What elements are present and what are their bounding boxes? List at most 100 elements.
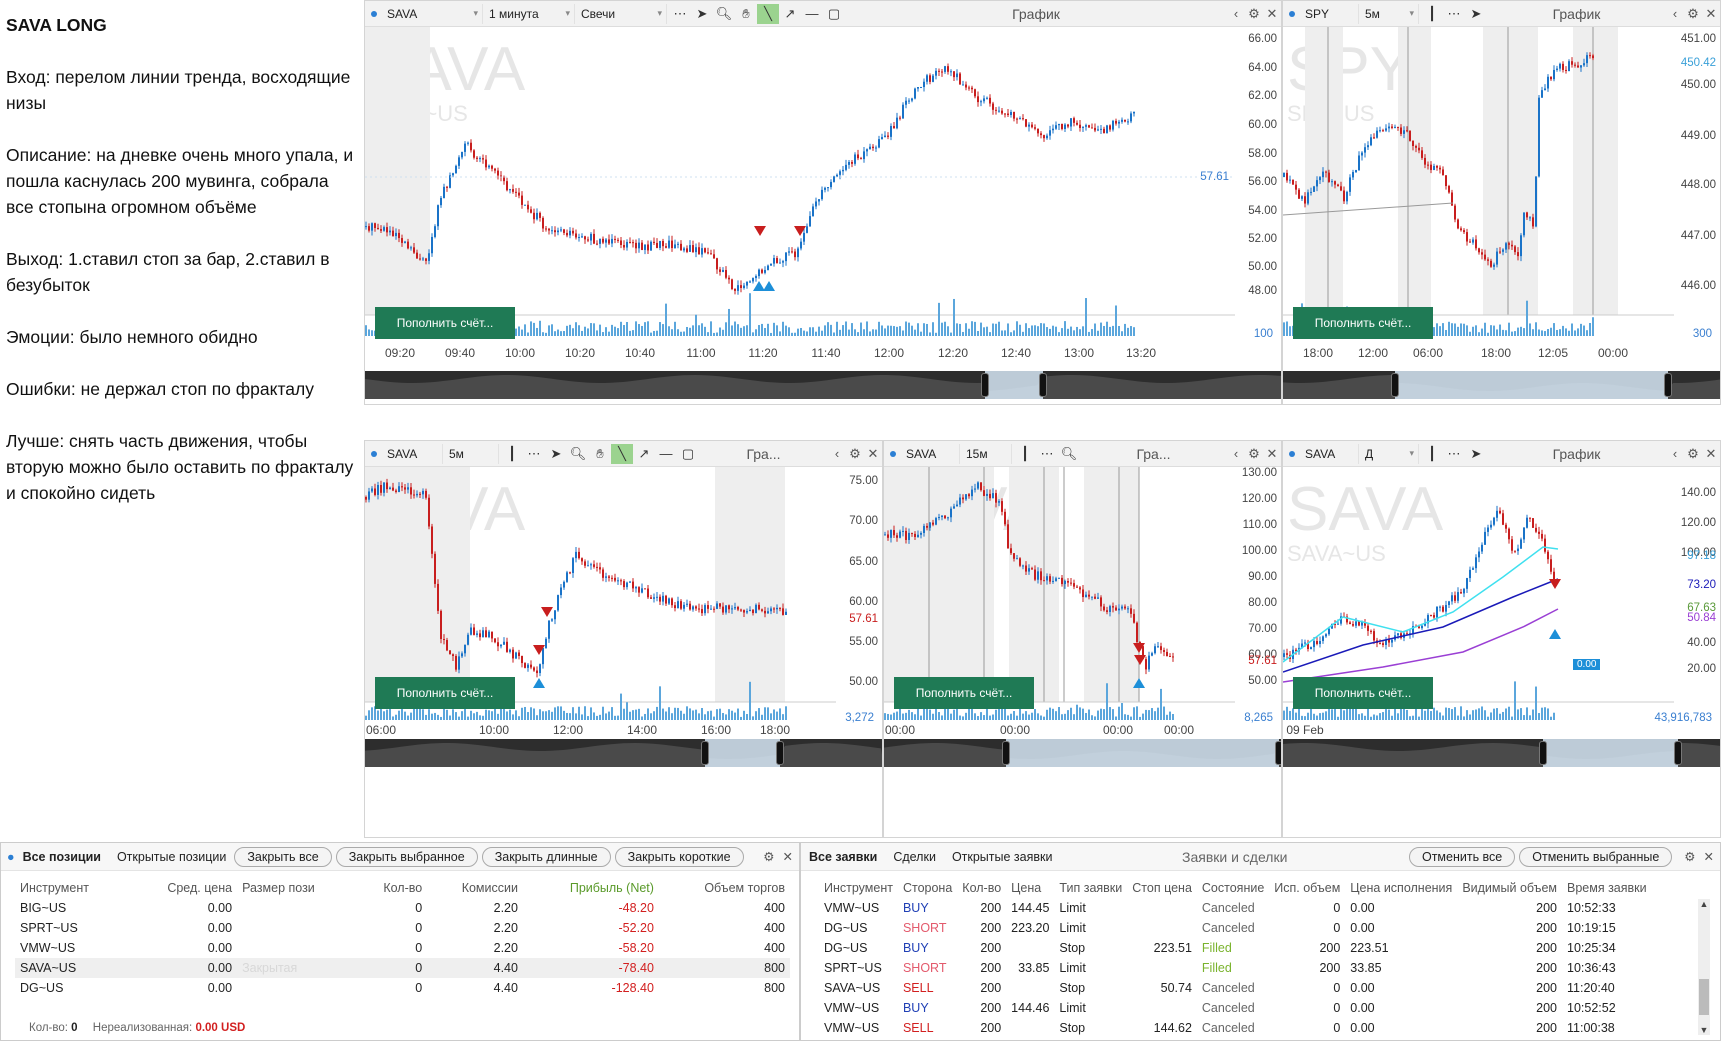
symbol-selector[interactable]: SAVA [902,443,960,464]
zoom-icon[interactable]: 🔍︎ [1060,445,1078,461]
hline-icon[interactable]: — [805,6,819,21]
interval-selector[interactable]: 5м ▾ [1361,3,1419,24]
cursor-icon[interactable]: ➤ [696,5,708,21]
indicators-icon[interactable]: ⋯ [527,445,541,461]
interval-selector[interactable]: 1 минута ▾ [485,3,575,24]
zoom-icon[interactable]: 🔍︎ [715,5,733,21]
column-header[interactable]: Сред. цена [167,880,233,895]
column-header[interactable]: Стоп цена [1132,880,1192,895]
close-all-button[interactable]: Закрыть все [234,846,332,867]
arrow-icon[interactable]: ↗ [784,5,796,21]
gear-icon[interactable]: ⚙ [1687,5,1699,21]
close-icon[interactable]: ✕ [1705,445,1717,461]
cursor-icon[interactable]: ➤ [1470,445,1482,461]
close-icon[interactable]: ✕ [867,445,879,461]
table-row[interactable]: DG~US SHORT 200 223.20 Limit Canceled 0 0.00 200… [819,918,1652,938]
range-navigator[interactable] [1283,371,1720,399]
fund-account-button[interactable]: Пополнить счёт... [375,307,515,339]
close-icon[interactable]: ✕ [1703,850,1714,864]
column-header[interactable]: Время заявки [1567,880,1647,895]
column-header[interactable]: Видимый объем [1462,880,1557,895]
candles-icon[interactable]: ┃ [1428,5,1436,21]
close-icon[interactable]: ✕ [1266,445,1278,461]
arrow-icon[interactable]: ↗ [638,445,650,461]
navigator-handle[interactable] [1002,741,1010,765]
navigator-handle[interactable] [1539,741,1547,765]
interval-selector[interactable]: 15м [962,443,1012,464]
indicators-icon[interactable]: ⋯ [673,5,687,21]
fund-account-button[interactable]: Пополнить счёт... [375,677,515,709]
cursor-icon[interactable]: ➤ [550,445,562,461]
gear-icon[interactable]: ⚙ [1248,5,1260,21]
column-header[interactable]: Кол-во [962,880,1002,895]
column-header[interactable]: Цена исполнения [1350,880,1453,895]
hand-icon[interactable]: ✋︎ [596,445,604,461]
symbol-selector[interactable]: SPY [1301,3,1359,24]
table-row[interactable]: DG~US 0.00 0 4.40 -128.40 800 [15,978,790,998]
symbol-selector[interactable]: SAVA ▾ [383,3,483,24]
close-icon[interactable]: ✕ [1266,5,1278,21]
link-dot-icon[interactable] [1289,450,1295,457]
range-navigator[interactable] [365,371,1281,399]
fund-account-button[interactable]: Пополнить счёт... [894,677,1034,709]
interval-selector[interactable]: Д ▾ [1361,443,1419,464]
navigator-handle[interactable] [1275,741,1281,765]
column-header[interactable]: Сторона [902,880,953,895]
symbol-selector[interactable]: SAVA [383,443,443,464]
navigator-handle[interactable] [701,741,709,765]
cancel-all-button[interactable]: Отменить все [1408,846,1516,867]
table-row[interactable]: VMW~US BUY 200 144.46 Limit Canceled 0 0.00 200 1… [819,998,1652,1018]
table-row[interactable]: VMW~US SELL 200 Stop 144.62 Canceled 0 0.00 200 1… [819,1018,1652,1038]
gear-icon[interactable]: ⚙ [1248,445,1260,461]
navigator-handle[interactable] [981,373,989,397]
link-dot-icon[interactable] [371,10,377,17]
price-chart[interactable] [1283,467,1674,739]
scroll-thumb[interactable] [1699,979,1709,1015]
close-short-button[interactable]: Закрыть короткие [614,846,744,867]
scrollbar[interactable]: ▲ ▼ [1698,899,1710,1035]
chart-type-selector[interactable]: Свечи ▾ [577,3,667,24]
candles-icon[interactable]: ┃ [508,445,516,461]
tab-all-orders[interactable]: Все заявки [809,849,878,864]
scroll-up-icon[interactable]: ▲ [1699,899,1709,909]
collapse-icon[interactable]: ‹ [1233,446,1239,461]
indicators-icon[interactable]: ⋯ [1447,5,1461,21]
price-chart[interactable] [1283,27,1674,371]
column-header[interactable]: Кол-во [383,880,423,895]
table-row[interactable]: DG~US BUY 200 Stop 223.51 Filled 200 223.51 200 1… [819,938,1652,958]
navigator-handle[interactable] [776,741,784,765]
table-row[interactable]: SAVA~US SELL 200 Stop 50.74 Canceled 0 0.00 200 1… [819,978,1652,998]
scroll-down-icon[interactable]: ▼ [1699,1025,1709,1035]
trendline-icon[interactable]: ╲ [611,443,633,464]
range-navigator[interactable] [1283,739,1720,767]
price-chart[interactable] [365,467,836,739]
table-row[interactable]: BIG~US 0.00 0 2.20 -48.20 400 [15,898,790,918]
zoom-icon[interactable]: 🔍︎ [569,445,587,461]
indicators-icon[interactable]: ⋯ [1447,445,1461,461]
gear-icon[interactable]: ⚙ [849,445,861,461]
navigator-handle[interactable] [1039,373,1047,397]
close-long-button[interactable]: Закрыть длинные [481,846,611,867]
link-dot-icon[interactable] [1289,10,1295,17]
hand-icon[interactable]: ✋︎ [742,5,750,21]
rect-icon[interactable]: ▢ [681,445,695,461]
tab-open-positions[interactable]: Открытые позиции [116,849,227,864]
collapse-icon[interactable]: ‹ [834,446,840,461]
column-header[interactable]: Исп. объем [1274,880,1341,895]
table-row[interactable]: SPRT~US 0.00 0 2.20 -52.20 400 [15,918,790,938]
collapse-icon[interactable]: ‹ [1233,6,1239,21]
navigator-handle[interactable] [1664,373,1672,397]
indicators-icon[interactable]: ⋯ [1040,445,1054,461]
column-header[interactable]: Объем торгов [704,880,785,895]
close-icon[interactable]: ✕ [1705,5,1717,21]
link-dot-icon[interactable] [890,450,896,457]
column-header[interactable]: Размер пози [242,880,315,895]
column-header[interactable]: Состояние [1201,880,1265,895]
table-row[interactable]: VMW~US 0.00 0 2.20 -58.20 400 [15,938,790,958]
candles-icon[interactable]: ┃ [1021,445,1029,461]
price-chart[interactable] [884,467,1235,739]
gear-icon[interactable]: ⚙ [1687,445,1699,461]
cancel-selected-button[interactable]: Отменить выбранные [1519,846,1673,867]
tab-trades[interactable]: Сделки [893,849,936,864]
tab-all-positions[interactable]: Все позиции [22,849,101,864]
